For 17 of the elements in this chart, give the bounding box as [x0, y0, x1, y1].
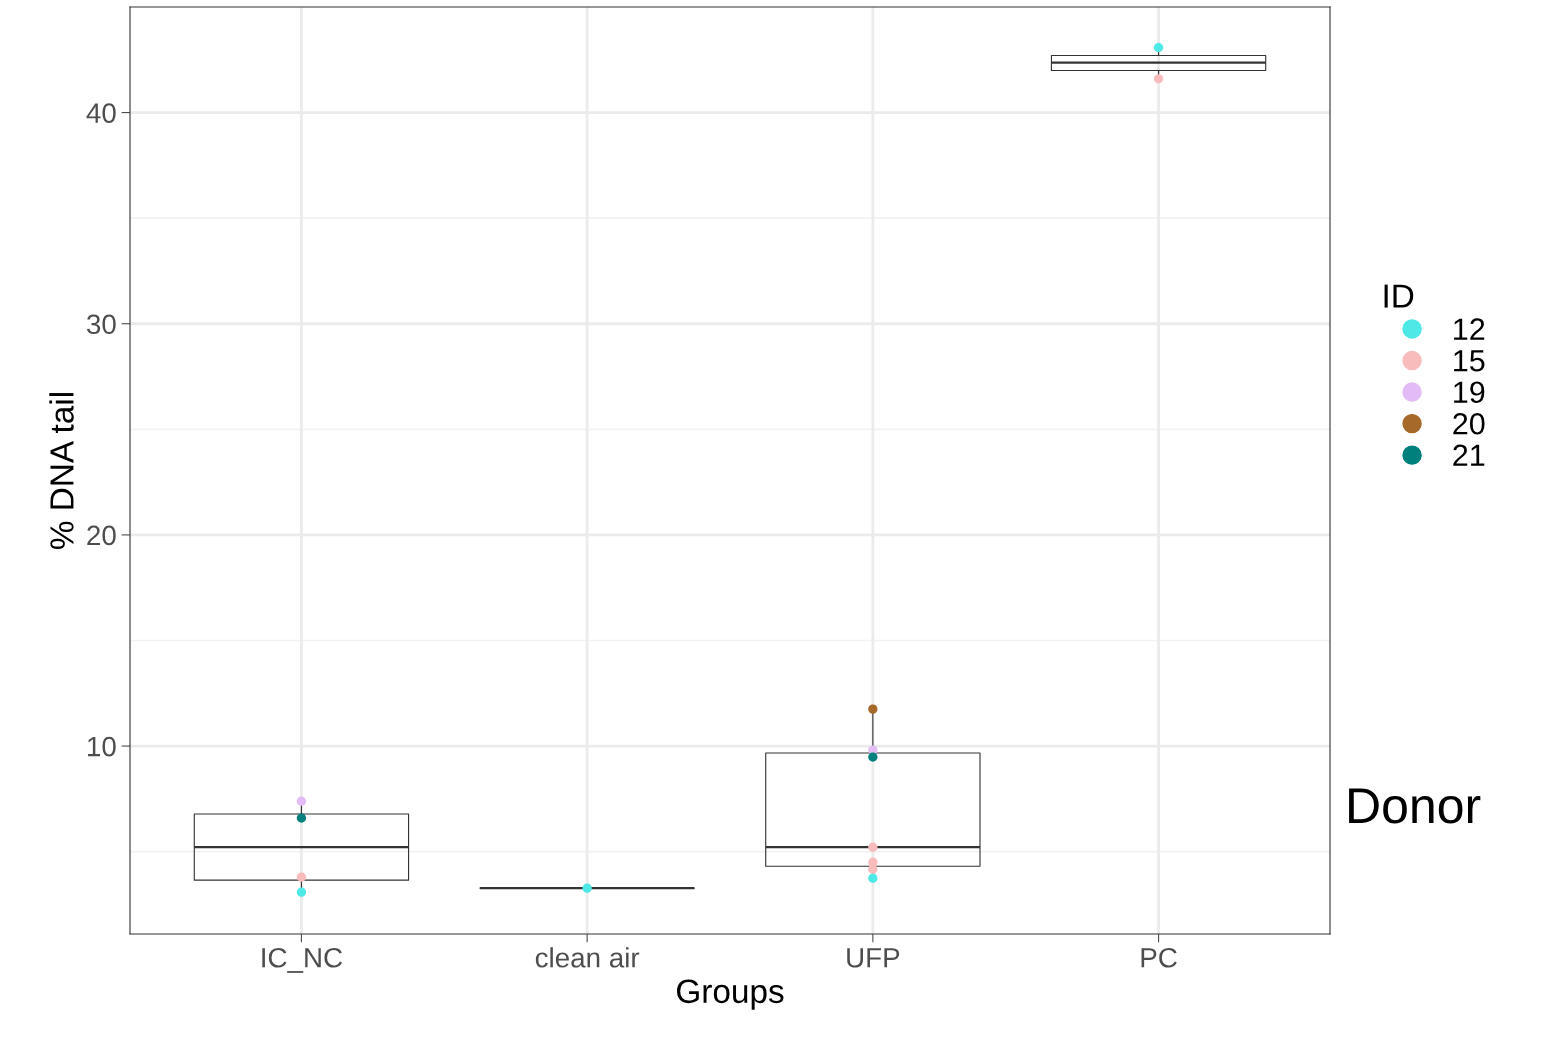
- legend-label: 21: [1453, 444, 1485, 466]
- y-tick-label: 10: [88, 736, 116, 757]
- x-tick-label: UFP: [847, 948, 900, 968]
- legend-label: 19: [1454, 381, 1485, 404]
- y-tick-label: 20: [87, 525, 116, 546]
- y-axis-title: % DNA tail: [49, 393, 74, 549]
- x-tick-label: IC_NC: [262, 947, 343, 973]
- y-tick-label: 30: [86, 314, 116, 335]
- legend-title: ID: [1384, 284, 1414, 308]
- text: Donor: [1349, 788, 1481, 824]
- legend-label: 15: [1454, 350, 1485, 372]
- legend-label: 12: [1454, 318, 1485, 340]
- x-tick-label: clean air: [535, 947, 640, 968]
- x-axis-title: Groups: [677, 979, 784, 1010]
- legend-label: 20: [1453, 412, 1485, 435]
- x-tick-label: PC: [1141, 947, 1177, 968]
- y-tick-label: 40: [86, 103, 116, 123]
